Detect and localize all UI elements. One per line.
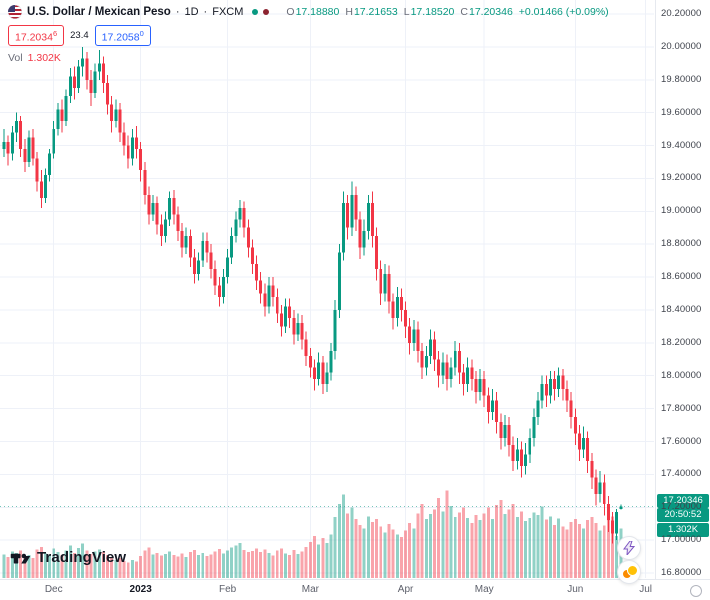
bid-ask-row: 17.20346 23.4 17.20580 (8, 25, 609, 46)
time-axis-label: Apr (397, 584, 414, 595)
time-settings-button[interactable] (690, 585, 702, 597)
volume-axis-badge: 1.302K (657, 522, 709, 537)
price-axis-label: 16.80000 (661, 567, 702, 579)
price-axis-label: 19.00000 (661, 205, 702, 217)
price-axis-label: 19.60000 (661, 106, 702, 118)
separator: · (175, 6, 180, 18)
low-label: L (403, 6, 410, 18)
close-value: 17.20346 (468, 6, 513, 18)
tradingview-logo-text: TradingView (37, 549, 127, 566)
price-axis-label: 19.40000 (661, 139, 702, 151)
open-label: O (286, 6, 295, 18)
instrument-flag-icon (8, 5, 22, 19)
price-chart-svg[interactable] (0, 0, 654, 578)
price-axis-label: 18.80000 (661, 238, 702, 250)
price-axis-label: 20.00000 (661, 40, 702, 52)
time-axis-label: Dec (44, 584, 63, 595)
price-axis-label: 18.20000 (661, 336, 702, 348)
change-value: +0.01466 (+0.09%) (518, 6, 609, 18)
ohlc-values: O 17.18880 H 17.21653 L 17.18520 C 17.20346 … (280, 6, 608, 18)
time-axis-label: Mar (301, 584, 319, 595)
symbol-title[interactable]: U.S. Dollar / Mexican Peso (27, 6, 171, 18)
price-axis-label: 18.00000 (661, 369, 702, 381)
last-price-badge: 17.20346 (657, 493, 709, 508)
close-label: C (460, 6, 468, 18)
price-axis[interactable]: 17.20346 20:50:52 1.302K 16.80000 17.0000… (655, 0, 710, 580)
time-axis-label: May (474, 584, 494, 595)
time-axis-label: 2023 (129, 584, 152, 595)
time-axis-label: Jun (567, 584, 584, 595)
tradingview-logo-icon (10, 553, 31, 564)
legend: U.S. Dollar / Mexican Peso · 1D · FXCM O… (8, 5, 609, 64)
price-axis-label: 20.20000 (661, 7, 702, 19)
emoji-face-icon (627, 565, 638, 576)
price-axis-label: 19.20000 (661, 172, 702, 184)
quick-trade-button[interactable] (617, 536, 641, 560)
price-axis-label: 17.40000 (661, 468, 702, 480)
volume-row: Vol 1.302K (8, 52, 609, 64)
price-axis-label: 19.80000 (661, 73, 702, 85)
symbol-row: U.S. Dollar / Mexican Peso · 1D · FXCM O… (8, 5, 609, 19)
emoji-reactions-button[interactable] (617, 560, 641, 584)
exchange-label[interactable]: FXCM (212, 6, 244, 18)
lightning-bolt-icon (623, 541, 635, 555)
chart-area[interactable]: U.S. Dollar / Mexican Peso · 1D · FXCM O… (0, 0, 656, 584)
buy-price-button[interactable]: 17.20580 (94, 25, 151, 46)
time-axis-label: Jul (639, 584, 653, 595)
time-axis-label: Feb (218, 584, 237, 595)
price-axis-label: 17.20000 (661, 501, 702, 513)
open-value: 17.18880 (295, 6, 340, 18)
status-dot-red-icon (263, 9, 270, 15)
price-axis-label: 17.80000 (661, 402, 702, 414)
price-axis-label: 17.60000 (661, 435, 702, 447)
tradingview-logo[interactable]: TradingView (10, 547, 126, 568)
high-value: 17.21653 (353, 6, 398, 18)
price-axis-label: 18.40000 (661, 303, 702, 315)
separator: · (203, 6, 208, 18)
spread-value: 23.4 (70, 29, 89, 41)
time-axis[interactable]: Dec 2023 Feb Mar Apr May Jun Jul (0, 579, 710, 600)
volume-label: Vol (8, 51, 23, 64)
volume-value: 1.302K (27, 51, 61, 64)
high-label: H (345, 6, 353, 18)
interval-button[interactable]: 1D (184, 6, 199, 18)
bar-countdown-badge: 20:50:52 (657, 507, 709, 522)
price-axis-label: 18.60000 (661, 271, 702, 283)
low-value: 17.18520 (410, 6, 455, 18)
price-axis-label: 17.00000 (661, 534, 702, 546)
status-dot-green-icon (252, 9, 259, 15)
sell-price-button[interactable]: 17.20346 (8, 25, 65, 46)
